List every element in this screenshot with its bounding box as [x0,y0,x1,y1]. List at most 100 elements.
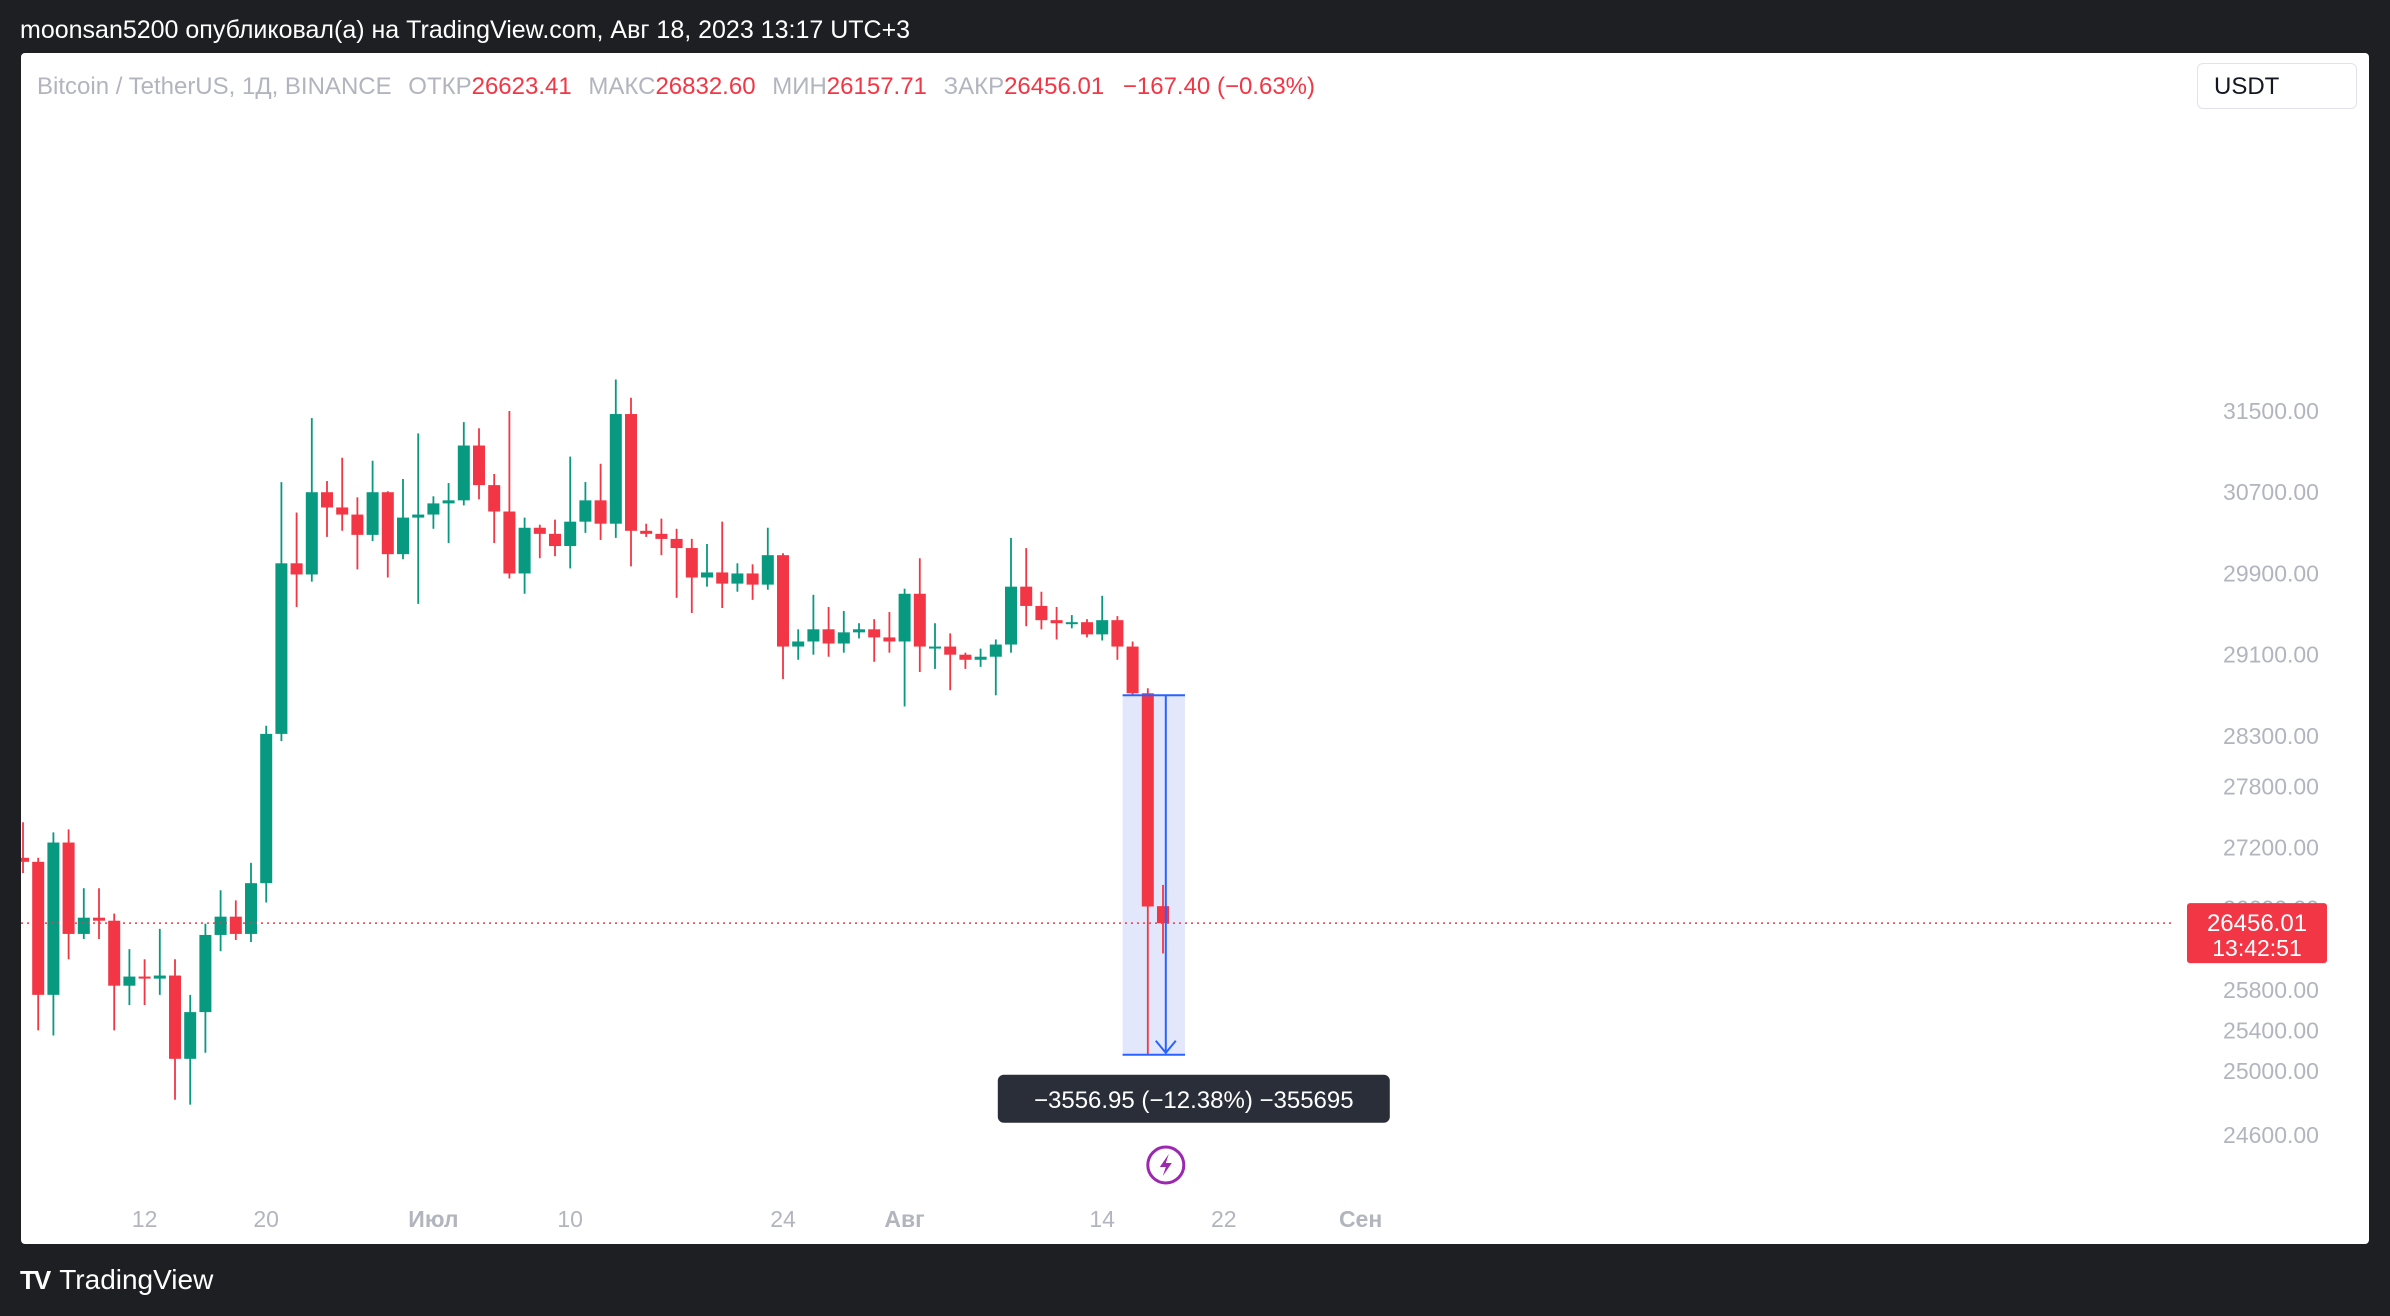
candle[interactable] [944,633,957,691]
candle[interactable] [1111,616,1124,660]
time-axis[interactable]: 12 20 Июл 10 24 Авг 14 22 Сен [132,1206,1382,1232]
candle[interactable] [670,528,683,598]
candle[interactable] [305,418,318,582]
candle[interactable] [321,481,333,537]
close-value: 26456.01 [1004,73,1105,100]
candle-body [457,445,470,501]
candle[interactable] [153,928,166,995]
candle[interactable] [1126,641,1139,696]
candle[interactable] [655,518,668,556]
candle[interactable] [822,606,835,657]
candle[interactable] [457,422,470,506]
candle-body [47,842,60,995]
candle[interactable] [533,524,546,559]
candle[interactable] [594,463,607,540]
candle-body [123,976,136,986]
candle[interactable] [929,623,941,669]
candle[interactable] [868,619,881,662]
candle[interactable] [564,456,577,569]
candle[interactable] [199,923,212,1053]
candle[interactable] [275,482,288,741]
candle[interactable] [640,523,653,537]
candle-body [716,572,729,584]
candle[interactable] [1020,548,1033,627]
candle[interactable] [685,538,698,614]
candle[interactable] [579,482,592,533]
candle-body [366,492,379,535]
candle[interactable] [47,832,60,1036]
candle[interactable] [807,594,820,655]
candle[interactable] [503,410,516,579]
candle[interactable] [1005,537,1017,653]
candle[interactable] [351,497,364,570]
candle-body [837,632,850,644]
candle[interactable] [731,563,744,592]
price-tick: 24600.00 [2223,1122,2319,1148]
candle[interactable] [245,862,257,943]
candle[interactable] [777,553,789,680]
candle[interactable] [1050,606,1063,640]
candle[interactable] [716,521,729,608]
candle-body [488,485,501,512]
candle[interactable] [62,829,75,960]
candle[interactable] [883,612,896,653]
candle[interactable] [260,725,273,903]
candle[interactable] [397,479,409,560]
candle[interactable] [913,558,926,672]
candle[interactable] [959,652,972,669]
candle[interactable] [989,639,1002,696]
candle[interactable] [169,959,181,1100]
candle[interactable] [488,473,501,543]
candles[interactable] [21,379,1169,1105]
candle[interactable] [123,949,136,1005]
candle[interactable] [427,496,440,529]
candle[interactable] [21,822,29,873]
candle-body [533,527,546,534]
candle[interactable] [32,857,45,1031]
candle[interactable] [701,544,713,587]
candle[interactable] [1081,619,1093,638]
candlestick-chart[interactable]: 31500.00 30700.00 29900.00 29100.00 28300.00… [21,53,2369,1244]
candle[interactable] [518,517,531,594]
last-price-value: 26456.01 [2207,910,2307,937]
candle[interactable] [746,564,759,600]
price-axis[interactable]: 31500.00 30700.00 29900.00 29100.00 28300.00… [2223,398,2319,1148]
candle[interactable] [184,994,197,1105]
candle[interactable] [549,519,561,557]
candle[interactable] [609,379,622,538]
candle[interactable] [1065,615,1078,629]
candle[interactable] [108,913,121,1031]
candle[interactable] [290,512,303,607]
candle[interactable] [853,623,865,639]
candle[interactable] [229,900,242,941]
candle[interactable] [473,428,485,500]
candle[interactable] [381,491,394,578]
candle-body [761,555,774,585]
chart-panel[interactable]: 31500.00 30700.00 29900.00 29100.00 28300.00… [21,53,2369,1244]
currency-selector[interactable]: USDT [2197,63,2357,109]
candle[interactable] [898,588,911,707]
candle-body [305,492,318,575]
candle[interactable] [625,397,637,567]
measure-label-bg [997,1074,1390,1123]
candle[interactable] [1096,595,1109,641]
candle-body [822,629,835,644]
candle-body [1081,622,1093,635]
candle[interactable] [138,959,151,1005]
candle[interactable] [366,460,379,541]
candle[interactable] [974,648,987,667]
symbol-title[interactable]: Bitcoin / TetherUS, 1Д, BINANCE [37,73,392,100]
candle[interactable] [837,611,850,653]
candle[interactable] [93,888,105,939]
candle[interactable] [214,890,227,952]
candle[interactable] [1141,688,1154,1055]
candle[interactable] [412,433,425,604]
candle[interactable] [336,457,349,531]
candle[interactable] [761,527,774,590]
candle[interactable] [792,629,805,660]
candle[interactable] [77,888,90,939]
time-tick: Июл [408,1206,458,1232]
candle[interactable] [442,483,455,543]
candle[interactable] [1035,591,1048,630]
